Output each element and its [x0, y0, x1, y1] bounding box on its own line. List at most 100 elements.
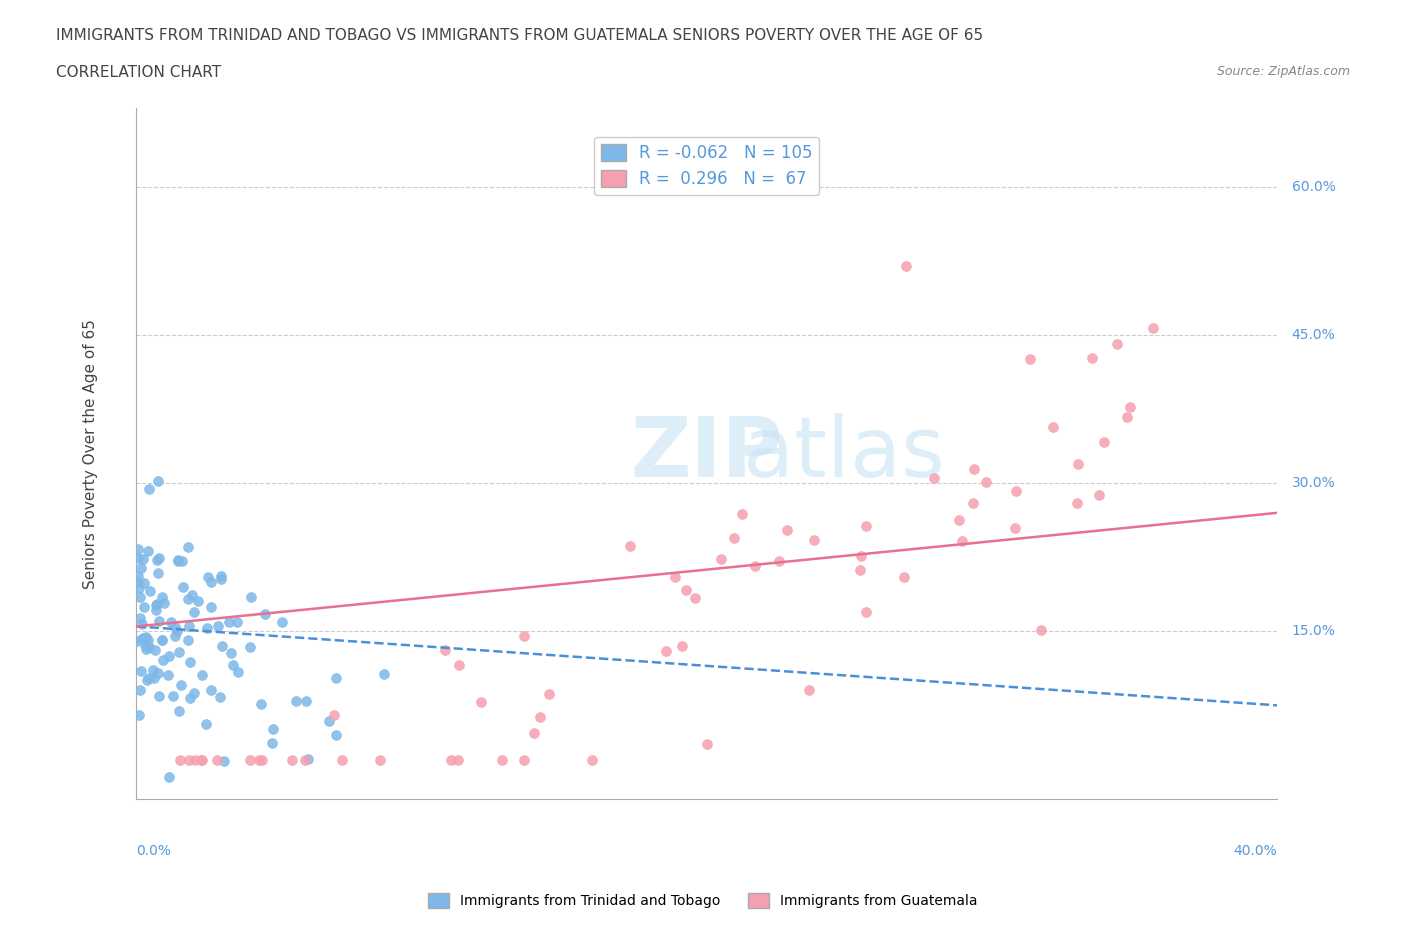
Point [447, 658, 470, 672]
Point [675, 582, 697, 597]
Point [207, 618, 229, 633]
Point [183, 604, 205, 619]
Point [297, 751, 319, 766]
Point [848, 563, 870, 578]
Point [685, 591, 707, 605]
Point [153, 595, 176, 610]
Point [143, 671, 166, 685]
Point [962, 496, 984, 511]
Point [200, 575, 222, 590]
Point [145, 603, 167, 618]
Point [440, 752, 463, 767]
Point [470, 695, 492, 710]
Point [513, 629, 536, 644]
Point [270, 615, 292, 630]
Point [731, 507, 754, 522]
Point [166, 623, 188, 638]
Point [138, 639, 160, 654]
Point [128, 581, 150, 596]
Point [134, 634, 156, 649]
Point [183, 685, 205, 700]
Point [1066, 496, 1088, 511]
Point [135, 642, 157, 657]
Point [239, 752, 262, 767]
Point [529, 710, 551, 724]
Point [1042, 419, 1064, 434]
Point [150, 590, 173, 604]
Point [226, 614, 249, 629]
Point [143, 643, 166, 658]
Point [948, 512, 970, 527]
Text: 30.0%: 30.0% [1292, 476, 1336, 490]
Point [247, 752, 270, 767]
Point [323, 708, 346, 723]
Text: ZIP: ZIP [630, 413, 783, 494]
Point [239, 640, 262, 655]
Point [129, 611, 152, 626]
Point [896, 259, 918, 273]
Text: CORRELATION CHART: CORRELATION CHART [56, 65, 221, 80]
Point [295, 694, 318, 709]
Point [190, 752, 212, 767]
Point [262, 722, 284, 737]
Point [160, 615, 183, 630]
Point [434, 643, 457, 658]
Point [191, 668, 214, 683]
Point [1115, 410, 1137, 425]
Text: 0.0%: 0.0% [136, 844, 172, 857]
Point [447, 752, 470, 767]
Point [165, 629, 187, 644]
Point [922, 471, 945, 485]
Point [146, 666, 169, 681]
Point [294, 752, 316, 767]
Point [209, 572, 232, 587]
Text: Seniors Poverty Over the Age of 65: Seniors Poverty Over the Age of 65 [83, 319, 98, 589]
Point [523, 726, 546, 741]
Point [132, 631, 155, 645]
Point [491, 752, 513, 767]
Point [177, 618, 200, 633]
Point [170, 553, 193, 568]
Point [148, 551, 170, 565]
Point [145, 597, 167, 612]
Point [1088, 487, 1111, 502]
Point [1107, 337, 1129, 352]
Point [893, 569, 915, 584]
Point [950, 534, 973, 549]
Point [132, 576, 155, 591]
Point [710, 551, 733, 566]
Point [179, 752, 201, 767]
Point [222, 658, 245, 672]
Point [581, 752, 603, 767]
Point [181, 587, 204, 602]
Point [855, 519, 877, 534]
Point [132, 599, 155, 614]
Point [1067, 457, 1090, 472]
Point [373, 667, 395, 682]
Point [167, 703, 190, 718]
Point [162, 688, 184, 703]
Point [253, 606, 276, 621]
Point [744, 559, 766, 574]
Point [200, 600, 222, 615]
Point [325, 727, 347, 742]
Point [619, 538, 641, 553]
Point [250, 752, 273, 767]
Point [768, 553, 790, 568]
Point [125, 633, 148, 648]
Point [1005, 484, 1028, 498]
Point [159, 649, 181, 664]
Point [1119, 400, 1142, 415]
Point [1142, 321, 1164, 336]
Point [148, 689, 170, 704]
Point [226, 665, 249, 680]
Point [250, 697, 273, 711]
Point [152, 632, 174, 647]
Point [318, 713, 340, 728]
Point [148, 613, 170, 628]
Point [1080, 351, 1102, 365]
Point [218, 615, 240, 630]
Point [127, 541, 149, 556]
Point [146, 552, 169, 567]
Point [974, 474, 997, 489]
